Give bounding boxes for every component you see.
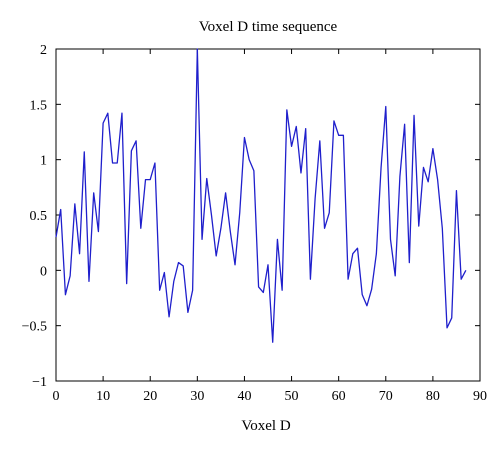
x-tick-label: 40	[237, 389, 251, 404]
y-tick-label: 2	[40, 43, 47, 58]
y-axis: 2 1.5 1 0.5 0 −0.5 −1	[22, 43, 480, 390]
y-tick-label: −0.5	[22, 320, 47, 335]
x-tick-label: 70	[379, 389, 393, 404]
x-tick-label: 10	[96, 389, 110, 404]
x-tick-label: 90	[473, 389, 487, 404]
y-tick-label: 1	[40, 154, 47, 169]
x-tick-label: 30	[190, 389, 204, 404]
series-layer	[55, 48, 467, 343]
chart-title: Voxel D time sequence	[199, 19, 338, 35]
x-axis: 0 10 20 30 40 50 60 70 80 90	[53, 49, 487, 404]
y-tick-label: −1	[32, 375, 47, 390]
x-tick-label: 20	[143, 389, 157, 404]
x-tick-label: 0	[53, 389, 60, 404]
series-line-0	[55, 48, 467, 343]
plot-frame	[55, 48, 481, 382]
y-tick-label: 1.5	[30, 98, 48, 113]
x-axis-label: Voxel D	[241, 418, 290, 434]
x-tick-label: 60	[332, 389, 346, 404]
x-tick-label: 80	[426, 389, 440, 404]
y-tick-label: 0	[40, 264, 47, 279]
x-tick-label: 50	[285, 389, 299, 404]
y-tick-label: 0.5	[30, 209, 48, 224]
